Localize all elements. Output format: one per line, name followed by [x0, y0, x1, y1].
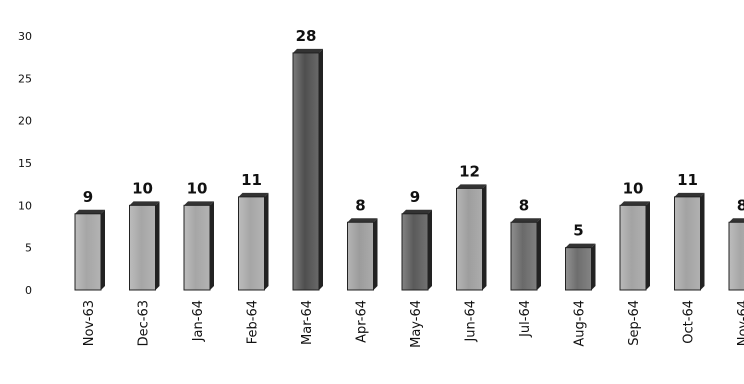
y-tick-label: 30 — [18, 30, 32, 43]
x-tick-label: Nov-63 — [82, 300, 97, 346]
x-axis: Nov-63 Dec-63 Jan-64 Feb-64 Mar-64 Apr-64 May-… — [82, 300, 744, 348]
x-tick-label: Jan-64 — [191, 300, 206, 342]
x-tick-label: Dec-63 — [137, 300, 152, 346]
data-label: 10 — [132, 179, 153, 197]
x-tick-label: Apr-64 — [355, 300, 370, 343]
bar — [401, 209, 432, 291]
x-tick-label: Oct-64 — [682, 300, 697, 344]
data-label: 8 — [519, 196, 529, 214]
x-tick-label: Jul-64 — [518, 300, 533, 338]
y-tick-label: 15 — [18, 157, 32, 170]
y-tick-label: 5 — [25, 242, 32, 255]
y-tick-label: 20 — [18, 115, 32, 128]
bar — [728, 218, 744, 291]
data-label: 10 — [623, 179, 644, 197]
x-tick-label: Mar-64 — [300, 300, 315, 345]
bars — [74, 48, 744, 291]
data-label: 12 — [459, 162, 480, 180]
y-tick-label: 10 — [18, 199, 32, 212]
data-label: 8 — [355, 196, 365, 214]
data-label: 8 — [737, 196, 744, 214]
data-labels: 9 10 10 11 28 8 9 12 8 5 10 11 8 — [83, 27, 744, 240]
y-tick-label: 0 — [25, 284, 32, 297]
bar — [674, 192, 705, 291]
data-label: 9 — [410, 188, 420, 206]
bar — [510, 218, 541, 291]
data-label: 28 — [296, 27, 317, 45]
bar — [292, 48, 323, 291]
x-tick-label: May-64 — [409, 300, 424, 348]
y-axis: 0 5 10 15 20 25 30 — [18, 30, 32, 297]
x-tick-label: Nov-64 — [736, 300, 744, 346]
bar — [238, 192, 269, 291]
bar — [619, 201, 650, 291]
data-label: 5 — [573, 222, 583, 240]
bar — [183, 201, 214, 291]
x-tick-label: Aug-64 — [573, 300, 588, 347]
bar — [565, 243, 596, 291]
x-tick-label: Sep-64 — [627, 300, 642, 346]
bar — [347, 218, 378, 291]
data-label: 11 — [677, 171, 698, 189]
bar — [456, 184, 487, 291]
x-tick-label: Feb-64 — [246, 300, 261, 344]
bar — [129, 201, 160, 291]
x-tick-label: Jun-64 — [464, 300, 479, 343]
data-label: 11 — [241, 171, 262, 189]
bar — [74, 209, 105, 291]
data-label: 9 — [83, 188, 93, 206]
y-tick-label: 25 — [18, 72, 32, 85]
data-label: 10 — [187, 179, 208, 197]
